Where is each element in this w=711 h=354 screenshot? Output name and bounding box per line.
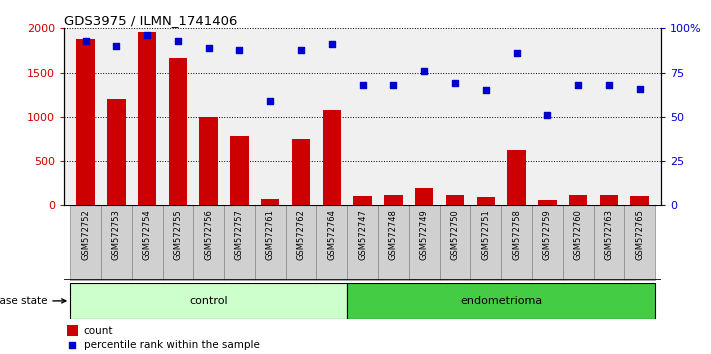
Text: GSM572754: GSM572754 [143,209,151,260]
FancyBboxPatch shape [70,283,347,319]
Point [80,38,91,44]
Bar [138,32,156,205]
Bar [67,325,77,336]
Bar [261,199,279,205]
Text: GSM572755: GSM572755 [173,209,183,260]
Text: GSM572753: GSM572753 [112,209,121,260]
Text: GSM572763: GSM572763 [604,209,614,260]
Text: GSM572747: GSM572747 [358,209,367,260]
Text: GSM572750: GSM572750 [451,209,459,260]
FancyBboxPatch shape [532,205,562,280]
Point [203,45,215,51]
Point [419,68,430,74]
Point [603,82,614,88]
Text: percentile rank within the sample: percentile rank within the sample [84,340,260,350]
Text: GSM572756: GSM572756 [204,209,213,260]
FancyBboxPatch shape [562,205,594,280]
Point [387,82,399,88]
FancyBboxPatch shape [163,205,193,280]
Point [111,43,122,49]
Text: GSM572764: GSM572764 [327,209,336,260]
Text: GSM572759: GSM572759 [542,209,552,260]
FancyBboxPatch shape [286,205,316,280]
Point [357,82,368,88]
FancyBboxPatch shape [409,205,439,280]
Bar [292,139,310,205]
Bar [384,195,402,205]
Text: GSM572748: GSM572748 [389,209,398,260]
FancyBboxPatch shape [101,205,132,280]
Bar [508,150,525,205]
Bar [569,195,587,205]
Bar [200,117,218,205]
Point [449,80,461,86]
FancyBboxPatch shape [224,205,255,280]
Point [234,47,245,52]
FancyBboxPatch shape [378,205,409,280]
Point [572,82,584,88]
FancyBboxPatch shape [347,283,655,319]
Point [141,33,153,38]
FancyBboxPatch shape [439,205,471,280]
Text: GSM572761: GSM572761 [266,209,274,260]
Text: GSM572751: GSM572751 [481,209,491,260]
Text: count: count [84,326,113,336]
Bar [230,136,249,205]
FancyBboxPatch shape [501,205,532,280]
Bar [415,188,434,205]
Bar [476,197,495,205]
Bar [353,195,372,205]
Bar [538,200,557,205]
Bar [169,58,187,205]
Text: disease state: disease state [0,296,66,306]
FancyBboxPatch shape [594,205,624,280]
FancyBboxPatch shape [255,205,286,280]
Text: GSM572758: GSM572758 [512,209,521,260]
Point [264,98,276,104]
Point [634,86,646,91]
Point [326,41,338,47]
Text: GSM572765: GSM572765 [635,209,644,260]
Bar [76,39,95,205]
FancyBboxPatch shape [624,205,655,280]
Text: GSM572760: GSM572760 [574,209,582,260]
Text: GSM572757: GSM572757 [235,209,244,260]
Bar [323,110,341,205]
Text: GDS3975 / ILMN_1741406: GDS3975 / ILMN_1741406 [64,14,237,27]
Text: control: control [189,296,228,306]
Text: GSM572749: GSM572749 [419,209,429,260]
FancyBboxPatch shape [132,205,163,280]
Bar [599,195,618,205]
FancyBboxPatch shape [471,205,501,280]
Point [172,38,183,44]
Text: GSM572752: GSM572752 [81,209,90,260]
Point [480,87,491,93]
Point [295,47,306,52]
Point [510,50,522,56]
FancyBboxPatch shape [193,205,224,280]
Bar [631,196,649,205]
Point [542,112,553,118]
Text: GSM572762: GSM572762 [296,209,306,260]
FancyBboxPatch shape [347,205,378,280]
FancyBboxPatch shape [316,205,347,280]
Text: endometrioma: endometrioma [460,296,542,306]
FancyBboxPatch shape [70,205,101,280]
Bar [446,195,464,205]
Bar [107,99,126,205]
Point [66,342,77,348]
